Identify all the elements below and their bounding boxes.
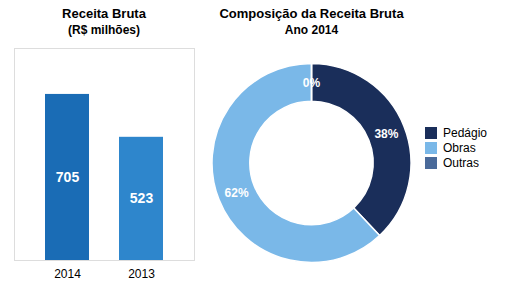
html-text:Composição da Receita Bruta: Composição da Receita Bruta [219,6,404,21]
svg-text:2013: 2013 [128,267,155,281]
html-text:Obras: Obras [443,140,476,155]
svg-text:62%: 62% [225,186,249,200]
svg-text:38%: 38% [374,127,398,141]
svg-text:523: 523 [130,190,154,206]
html-text:Outras: Outras [443,155,479,170]
html-text:Receita Bruta: Receita Bruta [62,6,146,21]
html-text:Pedágio: Pedágio [443,125,487,140]
html-text:Ano 2014: Ano 2014 [284,23,339,37]
svg-text:2014: 2014 [54,267,81,281]
svg-text:705: 705 [56,169,80,185]
html-text:(R$ milhões): (R$ milhões) [68,23,140,37]
svg-text:0%: 0% [303,76,321,90]
